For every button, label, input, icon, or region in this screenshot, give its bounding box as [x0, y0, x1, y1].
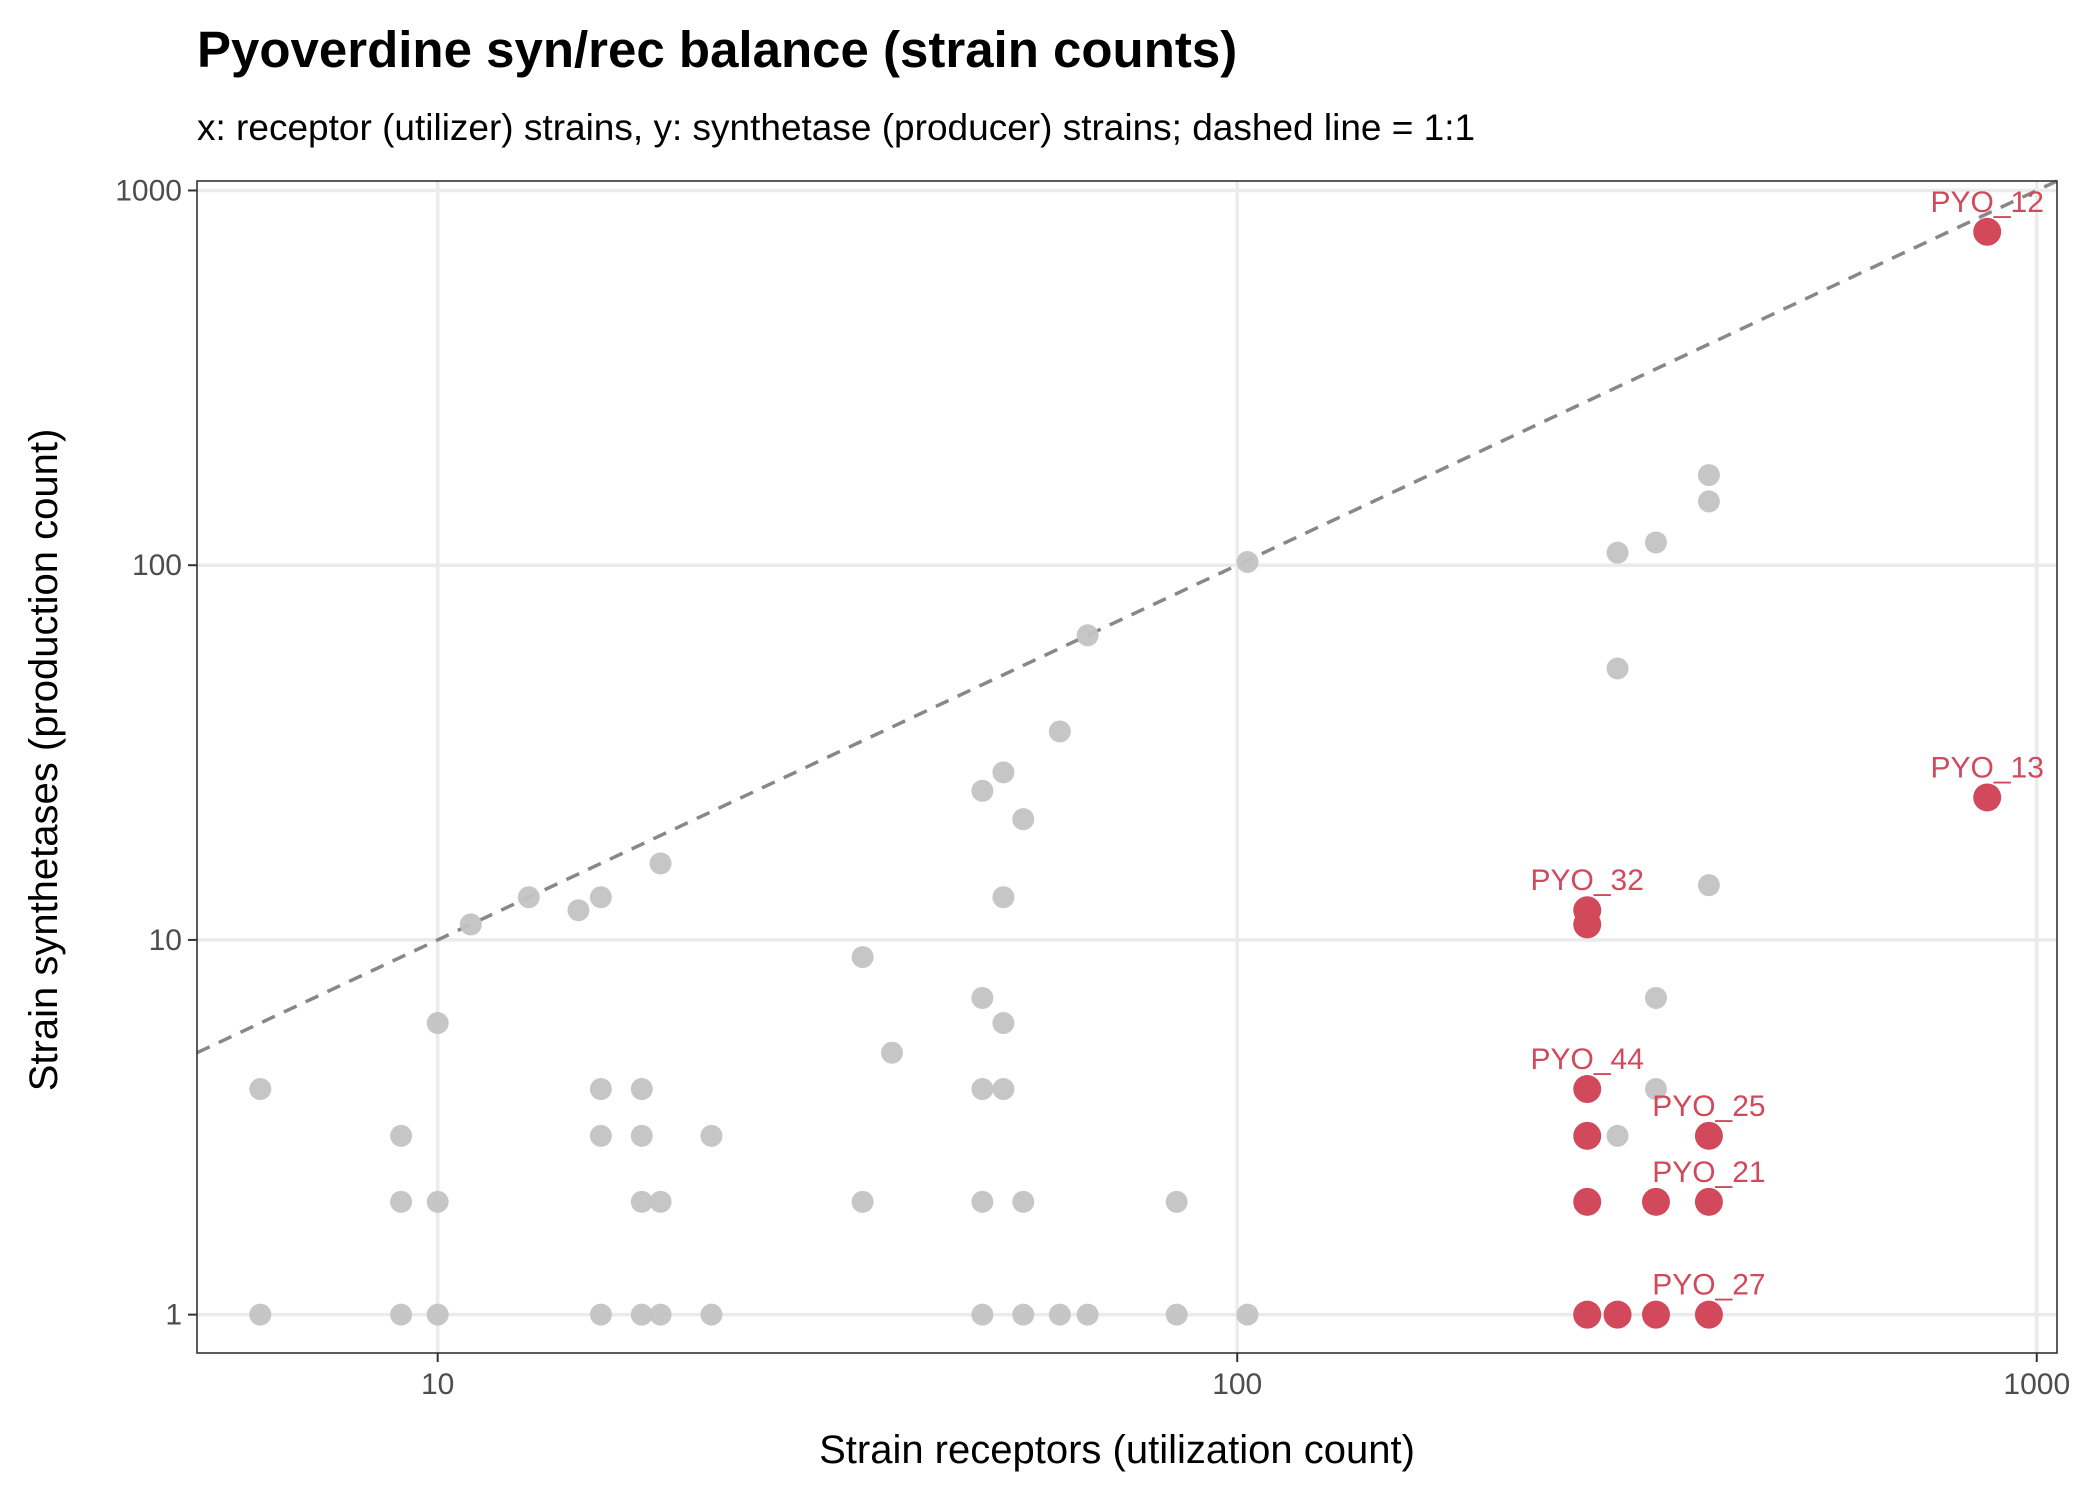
- data-point: [1697, 490, 1720, 513]
- data-point: [630, 1303, 653, 1326]
- data-point: [1644, 986, 1667, 1009]
- x-tick-label: 1000: [2003, 1368, 2070, 1401]
- data-point: [426, 1012, 449, 1035]
- data-point: [992, 1012, 1015, 1035]
- data-point: [649, 1190, 672, 1213]
- data-point: [1644, 531, 1667, 554]
- data-point: [1165, 1303, 1188, 1326]
- data-point: [589, 1303, 612, 1326]
- data-point: [630, 1124, 653, 1147]
- data-point: [390, 1124, 413, 1147]
- y-tick-label: 10: [149, 924, 182, 957]
- data-point: [1012, 1190, 1035, 1213]
- highlight-point: [1973, 783, 2002, 812]
- highlight-point: [1694, 1300, 1723, 1329]
- data-point: [1012, 808, 1035, 831]
- x-axis: 10 100 1000: [421, 1353, 2070, 1401]
- y-axis: 1 10 100 1000: [115, 174, 197, 1332]
- chart-title: Pyoverdine syn/rec balance (strain count…: [197, 21, 1237, 78]
- data-point: [1076, 1303, 1099, 1326]
- data-point: [567, 899, 590, 922]
- point-label: PYO_32: [1531, 864, 1644, 897]
- highlight-point: [1573, 910, 1602, 939]
- panel-border: [196, 180, 2058, 1354]
- data-point: [880, 1041, 903, 1064]
- data-point: [971, 1303, 994, 1326]
- data-point: [649, 852, 672, 875]
- data-point: [426, 1190, 449, 1213]
- data-point: [1048, 720, 1071, 743]
- data-point: [1606, 1124, 1629, 1147]
- data-point: [992, 886, 1015, 909]
- data-point: [971, 1078, 994, 1101]
- x-axis-title: Strain receptors (utilization count): [819, 1428, 1415, 1472]
- y-axis-title: Strain synthetases (production count): [22, 429, 66, 1092]
- highlight-point: [1973, 217, 2002, 246]
- data-point: [992, 1078, 1015, 1101]
- data-point: [249, 1078, 272, 1101]
- data-point: [1165, 1190, 1188, 1213]
- data-point: [851, 946, 874, 969]
- data-point: [1697, 874, 1720, 897]
- data-point: [700, 1303, 723, 1326]
- point-label: PYO_44: [1531, 1043, 1644, 1076]
- data-point: [971, 986, 994, 1009]
- point-label: PYO_21: [1652, 1156, 1765, 1189]
- data-point: [851, 1190, 874, 1213]
- point-label: PYO_25: [1652, 1090, 1765, 1123]
- highlight-point: [1603, 1300, 1632, 1329]
- data-point: [971, 1190, 994, 1213]
- highlight-point: [1694, 1121, 1723, 1150]
- reference-line: [196, 179, 2058, 1055]
- data-point: [630, 1078, 653, 1101]
- data-point: [1012, 1303, 1035, 1326]
- data-point: [1644, 1078, 1667, 1101]
- data-point: [517, 886, 540, 909]
- data-point: [1076, 624, 1099, 647]
- data-point: [1606, 657, 1629, 680]
- x-tick-label: 10: [421, 1368, 454, 1401]
- grid: [197, 181, 2057, 1353]
- data-point: [390, 1190, 413, 1213]
- point-label: PYO_13: [1930, 751, 2043, 784]
- data-point: [1236, 550, 1259, 573]
- data-point: [459, 913, 482, 936]
- highlight-point: [1573, 1300, 1602, 1329]
- highlight-points: [1573, 217, 2002, 1329]
- y-tick-label: 1: [165, 1299, 182, 1332]
- y-tick-label: 1000: [115, 174, 182, 207]
- highlight-point: [1694, 1187, 1723, 1216]
- point-label: PYO_12: [1930, 186, 2043, 219]
- point-label: PYO_27: [1652, 1269, 1765, 1302]
- data-point: [649, 1303, 672, 1326]
- data-point: [1697, 464, 1720, 487]
- data-point: [1236, 1303, 1259, 1326]
- data-point: [426, 1303, 449, 1326]
- highlight-point: [1573, 1075, 1602, 1104]
- data-point: [589, 1124, 612, 1147]
- y-tick-label: 100: [132, 549, 182, 582]
- data-point: [992, 761, 1015, 784]
- data-point: [589, 1078, 612, 1101]
- data-point: [630, 1190, 653, 1213]
- data-point: [971, 779, 994, 802]
- data-point: [1606, 541, 1629, 564]
- highlight-point: [1641, 1187, 1670, 1216]
- data-point: [390, 1303, 413, 1326]
- highlight-point: [1573, 1121, 1602, 1150]
- chart-subtitle: x: receptor (utilizer) strains, y: synth…: [197, 107, 1475, 148]
- reference-line-group: [196, 179, 2058, 1055]
- highlight-point: [1573, 1187, 1602, 1216]
- highlight-point: [1641, 1300, 1670, 1329]
- data-point: [700, 1124, 723, 1147]
- data-point: [249, 1303, 272, 1326]
- data-point: [589, 886, 612, 909]
- x-tick-label: 100: [1212, 1368, 1262, 1401]
- data-point: [1048, 1303, 1071, 1326]
- background-points: [249, 464, 1720, 1326]
